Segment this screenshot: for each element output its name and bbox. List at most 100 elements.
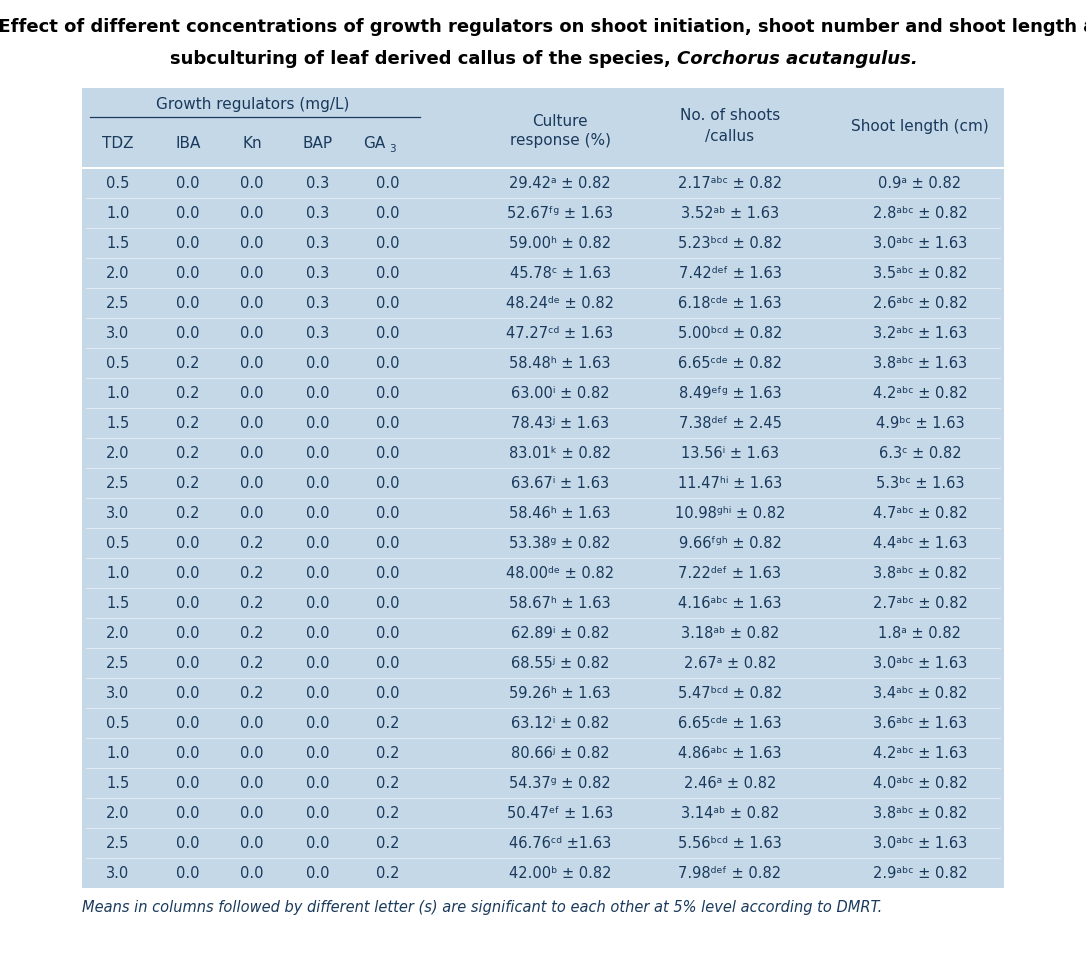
Text: 5.47ᵇᶜᵈ ± 0.82: 5.47ᵇᶜᵈ ± 0.82 [678, 686, 782, 701]
Text: 5.56ᵇᶜᵈ ± 1.63: 5.56ᵇᶜᵈ ± 1.63 [678, 836, 782, 851]
Text: No. of shoots: No. of shoots [680, 109, 780, 123]
Text: 3.8ᵃᵇᶜ ± 1.63: 3.8ᵃᵇᶜ ± 1.63 [873, 355, 967, 371]
Text: 3.0: 3.0 [106, 326, 129, 341]
Text: 0.0: 0.0 [240, 295, 264, 310]
Text: Corchorus acutangulus.: Corchorus acutangulus. [677, 50, 918, 68]
Text: 0.2: 0.2 [176, 355, 200, 371]
Text: 0.2: 0.2 [240, 596, 264, 610]
Text: 3.18ᵃᵇ ± 0.82: 3.18ᵃᵇ ± 0.82 [681, 626, 779, 641]
Text: 62.89ⁱ ± 0.82: 62.89ⁱ ± 0.82 [510, 626, 609, 641]
Text: 0.0: 0.0 [306, 805, 330, 820]
Text: 0.2: 0.2 [240, 686, 264, 701]
Text: 0.0: 0.0 [376, 355, 400, 371]
Text: 2.8ᵃᵇᶜ ± 0.82: 2.8ᵃᵇᶜ ± 0.82 [873, 205, 968, 221]
Text: 3: 3 [389, 144, 395, 154]
Text: Means in columns followed by different letter (s) are significant to each other : Means in columns followed by different l… [83, 900, 882, 915]
Text: 0.2: 0.2 [240, 655, 264, 670]
Text: 45.78ᶜ ± 1.63: 45.78ᶜ ± 1.63 [509, 265, 610, 281]
Text: 0.0: 0.0 [176, 626, 200, 641]
Text: 3.8ᵃᵇᶜ ± 0.82: 3.8ᵃᵇᶜ ± 0.82 [873, 565, 968, 581]
Text: 0.0: 0.0 [306, 836, 330, 851]
Text: /callus: /callus [706, 129, 755, 143]
Text: 0.0: 0.0 [176, 775, 200, 791]
Text: 3.0: 3.0 [106, 505, 129, 520]
Text: 1.0: 1.0 [106, 746, 129, 760]
Text: 0.0: 0.0 [176, 536, 200, 550]
Text: 0.2: 0.2 [240, 536, 264, 550]
Text: 3.6ᵃᵇᶜ ± 1.63: 3.6ᵃᵇᶜ ± 1.63 [873, 715, 967, 731]
Text: 0.0: 0.0 [376, 505, 400, 520]
Text: 50.47ᵉᶠ ± 1.63: 50.47ᵉᶠ ± 1.63 [507, 805, 614, 820]
Text: 0.0: 0.0 [240, 505, 264, 520]
Text: 0.2: 0.2 [376, 746, 400, 760]
Text: 0.0: 0.0 [176, 326, 200, 341]
Text: 0.0: 0.0 [376, 265, 400, 281]
Text: 1.0: 1.0 [106, 386, 129, 400]
Text: 0.0: 0.0 [376, 236, 400, 250]
Text: 3.0ᵃᵇᶜ ± 1.63: 3.0ᵃᵇᶜ ± 1.63 [873, 236, 968, 250]
Text: 0.0: 0.0 [306, 715, 330, 731]
Text: 3.14ᵃᵇ ± 0.82: 3.14ᵃᵇ ± 0.82 [681, 805, 779, 820]
Text: 42.00ᵇ ± 0.82: 42.00ᵇ ± 0.82 [508, 865, 611, 881]
Text: 5.00ᵇᶜᵈ ± 0.82: 5.00ᵇᶜᵈ ± 0.82 [678, 326, 782, 341]
Text: 0.0: 0.0 [240, 445, 264, 460]
Text: TDZ: TDZ [102, 137, 134, 152]
Text: 2.9ᵃᵇᶜ ± 0.82: 2.9ᵃᵇᶜ ± 0.82 [873, 865, 968, 881]
Text: 0.2: 0.2 [176, 415, 200, 431]
Text: 0.0: 0.0 [376, 476, 400, 491]
Text: 0.0: 0.0 [376, 655, 400, 670]
Text: 0.0: 0.0 [376, 626, 400, 641]
Text: 0.0: 0.0 [176, 596, 200, 610]
Text: 48.00ᵈᵉ ± 0.82: 48.00ᵈᵉ ± 0.82 [506, 565, 614, 581]
Text: 0.0: 0.0 [240, 205, 264, 221]
Text: 0.0: 0.0 [306, 686, 330, 701]
Text: 7.42ᵈᵉᶠ ± 1.63: 7.42ᵈᵉᶠ ± 1.63 [679, 265, 782, 281]
Text: 0.0: 0.0 [176, 205, 200, 221]
Text: 2.0: 2.0 [106, 626, 129, 641]
Text: Growth regulators (mg/L): Growth regulators (mg/L) [156, 96, 350, 112]
Text: 4.7ᵃᵇᶜ ± 0.82: 4.7ᵃᵇᶜ ± 0.82 [873, 505, 968, 520]
Text: 1.8ᵃ ± 0.82: 1.8ᵃ ± 0.82 [879, 626, 961, 641]
Text: 0.0: 0.0 [240, 805, 264, 820]
Text: 0.0: 0.0 [176, 746, 200, 760]
Text: 2.17ᵃᵇᶜ ± 0.82: 2.17ᵃᵇᶜ ± 0.82 [678, 176, 782, 190]
Text: 80.66ʲ ± 0.82: 80.66ʲ ± 0.82 [510, 746, 609, 760]
Text: 0.0: 0.0 [240, 775, 264, 791]
Text: 4.86ᵃᵇᶜ ± 1.63: 4.86ᵃᵇᶜ ± 1.63 [679, 746, 782, 760]
Text: 0.0: 0.0 [240, 715, 264, 731]
Text: 4.4ᵃᵇᶜ ± 1.63: 4.4ᵃᵇᶜ ± 1.63 [873, 536, 968, 550]
Text: 0.0: 0.0 [376, 686, 400, 701]
Text: 0.0: 0.0 [176, 265, 200, 281]
Text: 0.0: 0.0 [176, 865, 200, 881]
Text: 3.8ᵃᵇᶜ ± 0.82: 3.8ᵃᵇᶜ ± 0.82 [873, 805, 968, 820]
Text: subculturing of leaf derived callus of the species,: subculturing of leaf derived callus of t… [169, 50, 677, 68]
Text: 0.0: 0.0 [240, 326, 264, 341]
Text: 0.0: 0.0 [240, 386, 264, 400]
Text: 0.0: 0.0 [306, 445, 330, 460]
Text: 0.0: 0.0 [240, 865, 264, 881]
Text: 48.24ᵈᵉ ± 0.82: 48.24ᵈᵉ ± 0.82 [506, 295, 614, 310]
Text: 0.0: 0.0 [306, 386, 330, 400]
Text: response (%): response (%) [509, 133, 610, 147]
Text: 0.9ᵃ ± 0.82: 0.9ᵃ ± 0.82 [879, 176, 961, 190]
Text: 2.67ᵃ ± 0.82: 2.67ᵃ ± 0.82 [684, 655, 776, 670]
Text: Culture: Culture [532, 114, 588, 129]
Text: 0.3: 0.3 [306, 236, 330, 250]
Text: 0.3: 0.3 [306, 265, 330, 281]
Text: 0.5: 0.5 [106, 176, 129, 190]
Text: 4.9ᵇᶜ ± 1.63: 4.9ᵇᶜ ± 1.63 [875, 415, 964, 431]
Text: 0.2: 0.2 [376, 865, 400, 881]
Text: 1.0: 1.0 [106, 565, 129, 581]
Text: 58.48ʰ ± 1.63: 58.48ʰ ± 1.63 [509, 355, 610, 371]
Text: 0.0: 0.0 [176, 655, 200, 670]
Text: 0.0: 0.0 [176, 176, 200, 190]
Text: 0.0: 0.0 [240, 836, 264, 851]
Text: 0.0: 0.0 [306, 536, 330, 550]
Text: 0.0: 0.0 [306, 415, 330, 431]
Text: 0.0: 0.0 [306, 865, 330, 881]
Text: 7.98ᵈᵉᶠ ± 0.82: 7.98ᵈᵉᶠ ± 0.82 [679, 865, 782, 881]
Text: 0.0: 0.0 [376, 536, 400, 550]
Text: 1.5: 1.5 [106, 236, 129, 250]
Text: 0.0: 0.0 [306, 626, 330, 641]
Text: 54.37ᵍ ± 0.82: 54.37ᵍ ± 0.82 [509, 775, 610, 791]
